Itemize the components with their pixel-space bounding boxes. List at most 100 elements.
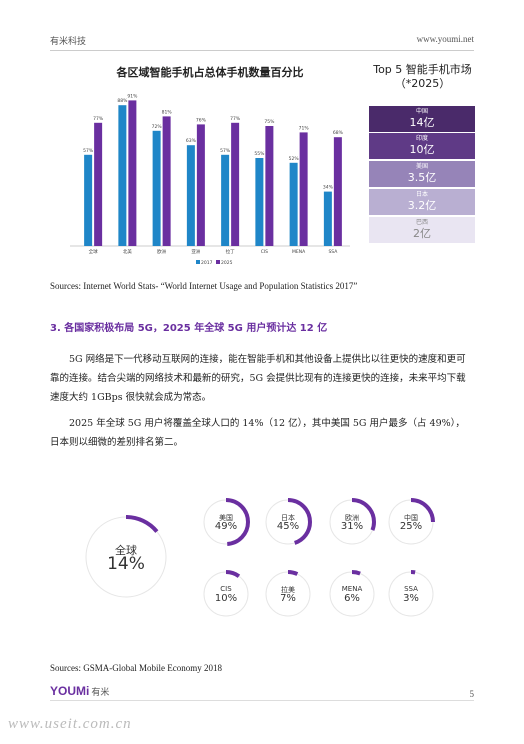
bar-2025-5: [265, 126, 274, 246]
donut-region-label: 拉美: [281, 586, 295, 594]
donut-region-label: 美国: [219, 514, 233, 522]
bar-label-2025-4: 77%: [230, 116, 241, 122]
bar-2025-2: [162, 116, 171, 247]
top5-title: Top 5 智能手机市场 （*2025）: [360, 63, 485, 91]
paragraph-5g-intro: 5G 网络是下一代移动互联网的连接，能在智能手机和其他设备上提供比以往更快的速度…: [50, 354, 466, 403]
top5-item: 日本 3.2亿: [369, 189, 475, 215]
donut-region-value: 49%: [214, 521, 238, 532]
donut-region: 美国 49%: [200, 496, 252, 548]
bar-label-2025-2: 81%: [162, 109, 173, 115]
category-label: 欧洲: [157, 248, 166, 255]
chart-legend: 2017 2025: [196, 260, 233, 266]
header-divider: [50, 50, 474, 51]
donut-region-label: 欧洲: [345, 514, 359, 522]
header-company: 有米科技: [50, 37, 87, 47]
top5-country: 印度: [415, 135, 428, 142]
donut-region-arc: [264, 498, 312, 546]
donut-region-arc: [328, 570, 376, 618]
category-label: 全球: [89, 248, 98, 255]
bar-label-2025-3: 76%: [196, 117, 207, 123]
source-gsma: Sources: GSMA-Global Mobile Economy 2018: [50, 663, 222, 673]
bar-label-2017-1: 88%: [117, 98, 128, 104]
donut-region-value: 25%: [399, 521, 423, 532]
bar-2025-7: [333, 137, 342, 246]
bar-2025-1: [128, 100, 137, 247]
donut-region-label: SSA: [404, 585, 418, 593]
footer-logo: YOUMi 有米: [50, 684, 109, 698]
legend-label-2025: 2025: [221, 260, 233, 266]
donut-region: 日本 45%: [262, 496, 314, 548]
bar-label-2025-7: 68%: [333, 130, 344, 136]
bar-2017-1: [118, 105, 127, 246]
page-number: 5: [469, 689, 475, 699]
top5-country: 巴西: [415, 219, 428, 226]
top5-value: 3.5亿: [407, 171, 437, 184]
bar-label-2025-5: 75%: [264, 119, 275, 125]
donut-region: SSA 3%: [385, 568, 437, 620]
category-label: 亚洲: [191, 249, 200, 255]
donut-global-arc: [84, 515, 168, 599]
top5-item: 中国 14亿: [369, 106, 475, 132]
donut-region-value: 45%: [276, 521, 300, 532]
bar-label-2017-3: 63%: [186, 138, 197, 144]
donut-global-value: 14%: [107, 553, 145, 574]
bar-label-2017-4: 57%: [220, 148, 231, 154]
bar-label-2025-0: 77%: [93, 116, 104, 122]
bar-2025-0: [94, 122, 103, 246]
bar-label-2025-1: 91%: [127, 93, 138, 99]
bar-2025-4: [231, 122, 240, 246]
bar-2017-4: [221, 154, 230, 246]
bar-2025-6: [299, 132, 308, 246]
donut-region-arc: [387, 498, 435, 546]
watermark: www.useit.com.cn: [8, 716, 132, 732]
donut-region-value: 31%: [340, 521, 364, 532]
category-label: MENA: [292, 249, 306, 255]
bar-2017-0: [84, 154, 93, 246]
bar-label-2025-6: 71%: [299, 125, 310, 131]
donut-region-arc: [328, 498, 376, 546]
donut-region: CIS 10%: [200, 568, 252, 620]
bar-2017-5: [255, 158, 264, 246]
top5-value: 14亿: [409, 116, 435, 129]
top5-country: 中国: [415, 108, 428, 115]
bar-label-2017-6: 52%: [289, 156, 300, 162]
donut-region-value: 10%: [214, 593, 238, 604]
legend-swatch-2017: [196, 260, 200, 264]
bar-2025-3: [196, 124, 205, 246]
bar-2017-3: [186, 145, 195, 246]
bar-label-2017-7: 34%: [323, 185, 334, 191]
category-label: 北美: [123, 248, 132, 255]
source-internet-world-stats: Sources: Internet World Stats- “World In…: [50, 281, 358, 291]
donut-region: 拉美 7%: [262, 568, 314, 620]
top5-country: 日本: [415, 191, 428, 198]
donut-region: 欧洲 31%: [326, 496, 378, 548]
top5-item: 巴西 2亿: [369, 217, 475, 243]
donut-region-arc: [264, 570, 312, 618]
bar-2017-6: [289, 162, 298, 246]
top5-item: 美国 3.5亿: [369, 161, 475, 187]
paragraph-5g-users: 2025 年全球 5G 用户将覆盖全球人口的 14%（12 亿），其中美国 5G…: [50, 418, 465, 448]
top5-value: 2亿: [413, 227, 431, 240]
top5-value: 10亿: [409, 143, 435, 156]
bar-label-2017-0: 57%: [83, 148, 94, 154]
donut-global: 全球 14%: [82, 513, 170, 601]
legend-label-2017: 2017: [201, 260, 213, 266]
donut-region-value: 7%: [280, 593, 296, 604]
bar-chart-title: 各区域智能手机占总体手机数量百分比: [116, 66, 304, 79]
donut-region-label: 日本: [281, 514, 295, 522]
donut-region-label: MENA: [341, 585, 363, 593]
header-website[interactable]: www.youmi.net: [416, 34, 474, 44]
donut-region-value: 6%: [344, 593, 360, 604]
bar-chart: 57% 77% 全球 88%91% 北美 72% 81% 欧洲 63% 76% 亚洲 57% 77% 拉丁…: [70, 93, 350, 266]
category-label: CIS: [261, 249, 268, 255]
top5-value: 3.2亿: [407, 199, 437, 212]
footer-divider: [50, 700, 474, 701]
donut-region: 中国 25%: [385, 496, 437, 548]
donut-region-value: 3%: [403, 593, 419, 604]
bar-2017-2: [152, 130, 161, 246]
bar-label-2017-2: 72%: [152, 124, 163, 130]
top5-item: 印度 10亿: [369, 133, 475, 159]
donut-region-arc: [202, 570, 250, 618]
donut-region-label: CIS: [220, 585, 232, 593]
footer-logo-text: YOUMi: [50, 684, 90, 698]
